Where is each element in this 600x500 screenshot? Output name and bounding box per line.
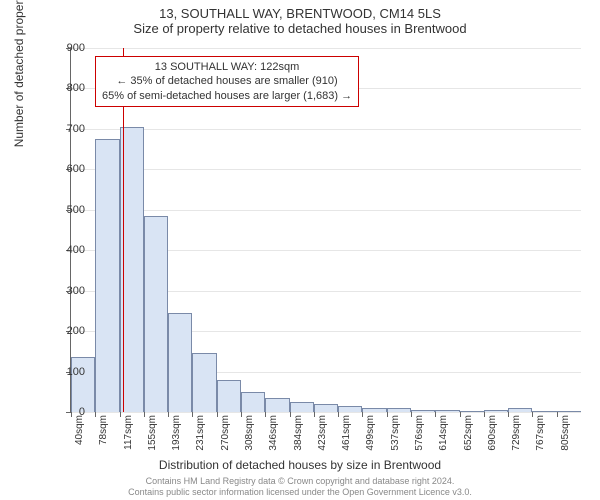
y-tick-label: 200: [45, 325, 85, 337]
x-tick-mark: [411, 412, 412, 417]
y-tick-label: 500: [45, 204, 85, 216]
histogram-bar: [557, 411, 581, 412]
x-tick-mark: [95, 412, 96, 417]
y-tick-label: 600: [45, 163, 85, 175]
x-tick-mark: [338, 412, 339, 417]
histogram-bar: [508, 408, 532, 412]
x-tick-mark: [508, 412, 509, 417]
histogram-bar: [460, 411, 484, 412]
x-tick-mark: [532, 412, 533, 417]
x-axis-label: Distribution of detached houses by size …: [0, 458, 600, 472]
annotation-line-2: ← 35% of detached houses are smaller (91…: [102, 74, 352, 88]
histogram-bar: [411, 410, 435, 412]
histogram-bar: [192, 353, 216, 412]
chart-title-sub: Size of property relative to detached ho…: [0, 21, 600, 40]
x-tick-mark: [435, 412, 436, 417]
histogram-bar: [241, 392, 265, 412]
histogram-bar: [290, 402, 314, 412]
chart-title-main: 13, SOUTHALL WAY, BRENTWOOD, CM14 5LS: [0, 0, 600, 21]
y-tick-label: 100: [45, 366, 85, 378]
x-tick-mark: [241, 412, 242, 417]
y-tick-label: 700: [45, 123, 85, 135]
x-tick-mark: [217, 412, 218, 417]
annotation-line-1: 13 SOUTHALL WAY: 122sqm: [102, 60, 352, 74]
y-axis-label: Number of detached properties: [12, 0, 26, 147]
gridline: [71, 169, 581, 170]
x-tick-mark: [265, 412, 266, 417]
histogram-bar: [484, 410, 508, 412]
histogram-bar: [265, 398, 289, 412]
x-tick-mark: [168, 412, 169, 417]
annotation-line-3: 65% of semi-detached houses are larger (…: [102, 89, 352, 103]
x-tick-mark: [290, 412, 291, 417]
x-tick-mark: [484, 412, 485, 417]
footer-line-2: Contains public sector information licen…: [0, 487, 600, 498]
histogram-bar: [362, 408, 386, 412]
x-tick-mark: [460, 412, 461, 417]
histogram-bar: [338, 406, 362, 412]
x-tick-mark: [144, 412, 145, 417]
chart-container: 13, SOUTHALL WAY, BRENTWOOD, CM14 5LS Si…: [0, 0, 600, 500]
x-tick-mark: [120, 412, 121, 417]
histogram-bar: [95, 139, 119, 412]
gridline: [71, 210, 581, 211]
histogram-bar: [144, 216, 168, 412]
gridline: [71, 129, 581, 130]
footer-line-1: Contains HM Land Registry data © Crown c…: [0, 476, 600, 487]
histogram-bar: [314, 404, 338, 412]
x-tick-mark: [362, 412, 363, 417]
y-tick-label: 800: [45, 82, 85, 94]
x-tick-mark: [192, 412, 193, 417]
y-tick-label: 900: [45, 42, 85, 54]
y-tick-label: 400: [45, 244, 85, 256]
x-tick-mark: [557, 412, 558, 417]
histogram-bar: [217, 380, 241, 412]
gridline: [71, 412, 581, 413]
gridline: [71, 48, 581, 49]
histogram-bar: [387, 408, 411, 412]
histogram-bar: [532, 411, 556, 412]
histogram-bar: [435, 410, 459, 412]
y-tick-label: 300: [45, 285, 85, 297]
annotation-box: 13 SOUTHALL WAY: 122sqm ← 35% of detache…: [95, 56, 359, 107]
footer-text: Contains HM Land Registry data © Crown c…: [0, 476, 600, 498]
x-tick-mark: [387, 412, 388, 417]
x-tick-mark: [314, 412, 315, 417]
histogram-bar: [168, 313, 192, 412]
